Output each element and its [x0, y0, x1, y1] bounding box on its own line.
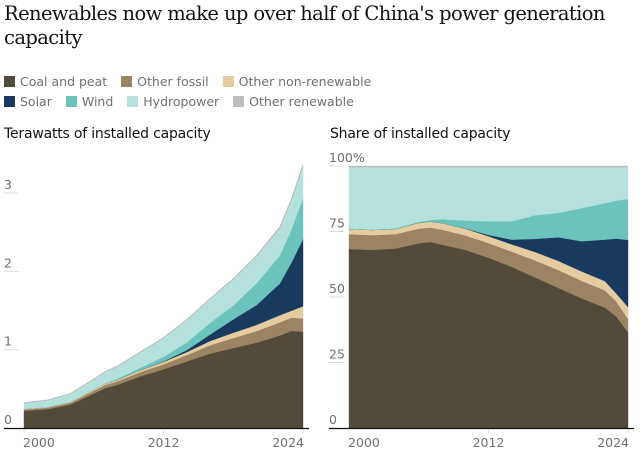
- legend-row-1: Coal and peat Other fossil Other non-ren…: [4, 71, 634, 91]
- legend-label-solar: Solar: [20, 93, 52, 109]
- capacity-terawatts-chart: 0 1 2 3 2000 2012 2024: [4, 164, 309, 450]
- left-x-tick-label-2012: 2012: [148, 435, 180, 450]
- left-y-tick-label-3: 3: [4, 177, 12, 192]
- legend-swatch-wind: [65, 95, 77, 107]
- left-y-tick-label-2: 2: [4, 255, 12, 270]
- legend-label-other-fossil: Other fossil: [137, 73, 209, 89]
- legend-label-other-renewable: Other renewable: [249, 93, 354, 109]
- legend-label-other-non-renewable: Other non-renewable: [238, 73, 372, 89]
- left-x-tick-label-2000: 2000: [23, 435, 55, 450]
- right-x-tick-label-2024: 2024: [597, 435, 629, 450]
- left-chart-subtitle: Terawatts of installed capacity: [4, 126, 211, 142]
- right-y-tick-label-100: 100%: [329, 150, 365, 165]
- left-total-outline: [23, 164, 304, 404]
- legend-item-other-renewable: Other renewable: [233, 94, 354, 109]
- chart-title: Renewables now make up over half of Chin…: [4, 2, 606, 49]
- legend-label-wind: Wind: [81, 93, 114, 109]
- right-area-other-renewable: [348, 165, 629, 168]
- legend-swatch-hydropower: [127, 95, 139, 107]
- left-x-tick-label-2024: 2024: [272, 435, 304, 450]
- right-y-tick-label-0: 0: [329, 412, 337, 427]
- legend-row-2: Solar Wind Hydropower Other renewable: [4, 91, 634, 111]
- legend-swatch-solar: [4, 95, 15, 107]
- right-x-tick-label-2000: 2000: [348, 435, 380, 450]
- left-y-tick-label-0: 0: [4, 412, 12, 427]
- legend-swatch-other-fossil: [121, 75, 133, 87]
- legend-swatch-other-non-renewable: [222, 75, 234, 87]
- legend: Coal and peat Other fossil Other non-ren…: [4, 71, 634, 111]
- right-y-tick-label-50: 50: [329, 281, 345, 296]
- legend-item-other-non-renewable: Other non-renewable: [222, 73, 372, 89]
- legend-item-solar: Solar: [4, 94, 52, 109]
- legend-swatch-coal: [4, 75, 15, 87]
- legend-item-wind: Wind: [65, 93, 114, 109]
- left-y-tick-label-1: 1: [4, 334, 12, 349]
- legend-item-hydropower: Hydropower: [127, 94, 219, 109]
- legend-label-coal: Coal and peat: [20, 73, 108, 89]
- legend-label-hydropower: Hydropower: [143, 93, 220, 109]
- right-x-tick-label-2012: 2012: [473, 435, 505, 450]
- right-y-tick-label-75: 75: [329, 216, 345, 231]
- legend-swatch-other-renewable: [233, 95, 245, 107]
- right-chart-subtitle: Share of installed capacity: [330, 126, 511, 142]
- legend-item-other-fossil: Other fossil: [121, 73, 209, 89]
- legend-item-coal: Coal and peat: [4, 74, 107, 89]
- right-y-tick-label-25: 25: [329, 347, 345, 362]
